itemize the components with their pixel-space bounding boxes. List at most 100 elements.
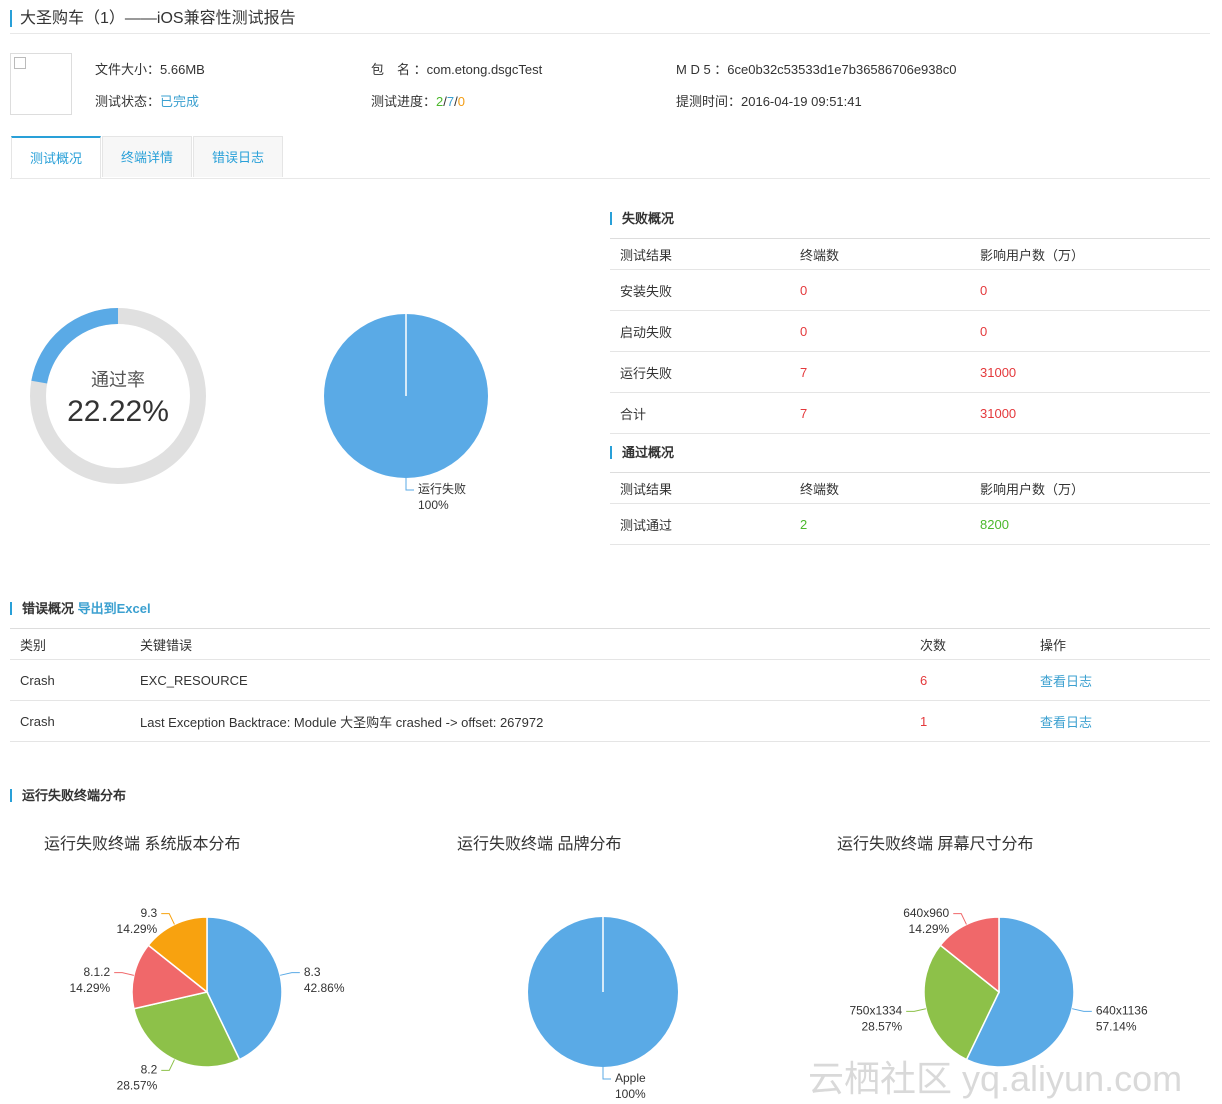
- header-row: 测试结果 终端数 影响用户数（万）: [610, 238, 1210, 270]
- pie-slice: [923, 944, 1000, 1061]
- section-title: 通过概况: [610, 446, 674, 459]
- slice-value: 14.29%: [909, 922, 950, 936]
- row: 运行失败 7 31000: [610, 351, 1210, 393]
- column-header: 次数: [910, 628, 1030, 660]
- slice-label: 750x1334: [849, 1004, 902, 1018]
- leader-line: [1072, 1008, 1092, 1012]
- value: 5.66MB: [160, 62, 205, 77]
- section-title: 运行失败终端分布: [10, 789, 126, 802]
- cell: 2: [790, 503, 970, 545]
- slice-value: 100%: [418, 498, 449, 512]
- cell: 7: [790, 351, 970, 393]
- row: 启动失败 0 0: [610, 310, 1210, 352]
- cell: 0: [790, 310, 970, 352]
- cell: 0: [790, 269, 970, 311]
- slice-label: 8.1.2: [83, 965, 110, 979]
- cell: 0: [970, 310, 1210, 352]
- divider: [10, 33, 1210, 34]
- table-head: 测试结果 终端数 影响用户数（万）: [610, 472, 1210, 504]
- donut-arc: [31, 308, 119, 384]
- app-icon: [10, 53, 72, 115]
- cell: 31000: [970, 351, 1210, 393]
- donut-label: 通过率: [91, 370, 145, 390]
- file-size: 文件大小：5.66MB: [95, 61, 205, 79]
- slice-label: 640x960: [903, 906, 949, 920]
- row: 测试通过 2 8200: [610, 503, 1210, 545]
- view-log-link[interactable]: 查看日志: [1030, 700, 1210, 742]
- status: 测试状态：已完成: [95, 93, 199, 111]
- divider: [10, 178, 1210, 179]
- row: Crash Last Exception Backtrace: Module 大圣…: [10, 700, 1210, 742]
- leader-line: [161, 913, 175, 925]
- label: 文件大小：: [95, 62, 161, 77]
- cell: 0: [970, 269, 1210, 311]
- slice-value: 100%: [615, 1087, 646, 1101]
- cell: 运行失败: [610, 351, 790, 393]
- column-header: 测试结果: [610, 238, 790, 270]
- column-header: 影响用户数（万）: [970, 238, 1210, 270]
- slice-value: 57.14%: [1096, 1020, 1137, 1034]
- header-row: 类别 关键错误 次数 操作: [10, 628, 1210, 660]
- cell: 7: [790, 392, 970, 434]
- leader-line: [953, 913, 967, 925]
- table-body: 测试通过 2 8200: [610, 503, 1210, 545]
- cell: Crash: [10, 700, 130, 742]
- column-header: 关键错误: [130, 628, 910, 660]
- passed: 2: [436, 94, 444, 109]
- label: 提测时间：: [676, 94, 742, 109]
- failure-table: 测试结果 终端数 影响用户数（万） 安装失败 0 0 启动失败 0 0 运行失败 7 31000 合计 7…: [610, 238, 1210, 434]
- column-header: 终端数: [790, 472, 970, 504]
- leader-line: [602, 1067, 611, 1080]
- chart-title: 运行失败终端 品牌分布: [457, 835, 621, 853]
- pass-table: 测试结果 终端数 影响用户数（万） 测试通过 2 8200: [610, 472, 1210, 545]
- slice-label: 8.2: [141, 1063, 158, 1077]
- table-body: Crash EXC_RESOURCE 6 查看日志 Crash Last Exceptio…: [10, 659, 1210, 742]
- cell: 启动失败: [610, 310, 790, 352]
- cell: 测试通过: [610, 503, 790, 545]
- cell: 8200: [970, 503, 1210, 545]
- export-link[interactable]: 导出到Excel: [77, 601, 151, 616]
- column-header: 类别: [10, 628, 130, 660]
- column-header: 影响用户数（万）: [970, 472, 1210, 504]
- chart-title: 运行失败终端 屏幕尺寸分布: [837, 835, 1033, 853]
- report-title: 大圣购车（1）——iOS兼容性测试报告: [10, 10, 296, 27]
- slice-label: Apple: [615, 1071, 646, 1085]
- cell: Crash: [10, 659, 130, 701]
- section-title: 错误概况 导出到Excel: [10, 602, 151, 615]
- leader-line: [280, 972, 300, 976]
- tab[interactable]: 错误日志: [193, 136, 283, 177]
- column-header: 操作: [1030, 628, 1210, 660]
- slice-label: 8.3: [304, 965, 321, 979]
- row: 安装失败 0 0: [610, 269, 1210, 311]
- donut-value: 22.22%: [67, 395, 169, 428]
- view-log-link[interactable]: 查看日志: [1030, 659, 1210, 701]
- cell: 安装失败: [610, 269, 790, 311]
- separator: /: [454, 94, 458, 109]
- package: 包 名 ：com.etong.dsgcTest: [371, 61, 542, 79]
- slice-value: 28.57%: [117, 1079, 158, 1093]
- cell: Last Exception Backtrace: Module 大圣购车 cr…: [130, 700, 910, 742]
- failed: 0: [457, 94, 465, 109]
- title: 错误概况: [22, 601, 75, 616]
- leader-line: [114, 972, 134, 976]
- tab[interactable]: 测试概况: [11, 136, 101, 179]
- cell: 6: [910, 659, 1030, 701]
- progress: 测试进度：2/7/0: [371, 93, 465, 111]
- slice-label: 运行失败: [418, 481, 466, 496]
- row: 合计 7 31000: [610, 392, 1210, 434]
- column-header: 测试结果: [610, 472, 790, 504]
- value: 2016-04-19 09:51:41: [741, 94, 862, 109]
- leader-line: [161, 1059, 175, 1071]
- column-header: 终端数: [790, 238, 970, 270]
- table-head: 测试结果 终端数 影响用户数（万）: [610, 238, 1210, 270]
- total: 7: [446, 94, 455, 109]
- value: 已完成: [160, 94, 200, 109]
- table-body: 安装失败 0 0 启动失败 0 0 运行失败 7 31000 合计 7 31000: [610, 269, 1210, 434]
- row: Crash EXC_RESOURCE 6 查看日志: [10, 659, 1210, 701]
- tab[interactable]: 终端详情: [102, 136, 192, 177]
- header-row: 测试结果 终端数 影响用户数（万）: [610, 472, 1210, 504]
- slice-value: 28.57%: [861, 1020, 902, 1034]
- value: com.etong.dsgcTest: [426, 62, 543, 77]
- leader-line: [405, 478, 414, 491]
